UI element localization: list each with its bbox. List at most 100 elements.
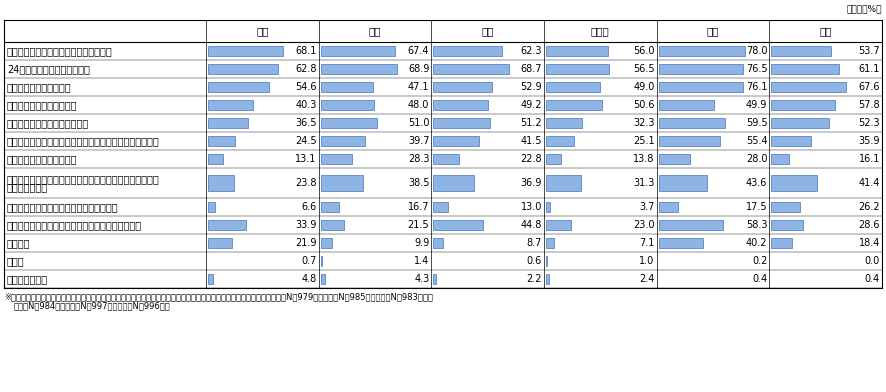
Text: 35.9: 35.9 [859,136,880,146]
Bar [546,154,562,164]
Bar [208,175,235,191]
Bar [772,202,800,212]
Bar [772,64,839,74]
Text: 2.2: 2.2 [526,274,542,284]
Bar [208,46,284,56]
Bar [321,64,397,74]
Text: 56.0: 56.0 [633,46,655,56]
Bar [658,220,723,230]
Text: 38.5: 38.5 [408,178,430,188]
Text: 6.6: 6.6 [301,202,316,212]
Text: 22.8: 22.8 [520,154,542,164]
Text: 51.2: 51.2 [520,118,542,128]
Text: 7.1: 7.1 [640,238,655,248]
Text: 26.2: 26.2 [859,202,880,212]
Bar [658,202,678,212]
Text: 32.3: 32.3 [633,118,655,128]
Text: 25.1: 25.1 [633,136,655,146]
Bar [321,238,331,248]
Bar [208,118,248,128]
Text: 78.0: 78.0 [746,46,767,56]
Text: 49.0: 49.0 [633,82,655,92]
Text: 54.6: 54.6 [295,82,316,92]
Text: 4.3: 4.3 [414,274,430,284]
Text: 0.4: 0.4 [752,274,767,284]
Text: 24.5: 24.5 [295,136,316,146]
Text: 2.4: 2.4 [640,274,655,284]
Text: 67.6: 67.6 [859,82,880,92]
Text: 53.7: 53.7 [859,46,880,56]
Text: 33.9: 33.9 [295,220,316,230]
Text: 36.5: 36.5 [295,118,316,128]
Text: 23.0: 23.0 [633,220,655,230]
Text: 16.7: 16.7 [408,202,430,212]
Bar [546,82,601,92]
Text: ショッピングサイトに掲載された商品へのレビューを参照: ショッピングサイトに掲載された商品へのレビューを参照 [7,174,159,184]
Bar [546,136,574,146]
Bar [321,118,377,128]
Bar [321,202,339,212]
Text: 36.9: 36.9 [521,178,542,188]
Text: 1.0: 1.0 [640,256,655,266]
Bar [546,238,554,248]
Bar [433,136,479,146]
Bar [658,136,720,146]
Text: 62.8: 62.8 [295,64,316,74]
Bar [546,118,582,128]
Bar [658,238,703,248]
Bar [546,100,602,110]
Bar [772,136,811,146]
Text: 23.8: 23.8 [295,178,316,188]
Text: 実店舗に行く時間を節約できる: 実店舗に行く時間を節約できる [7,118,89,128]
Text: 28.0: 28.0 [746,154,767,164]
Bar [208,220,245,230]
Bar [772,118,829,128]
Text: その他: その他 [7,256,25,266]
Text: 41.4: 41.4 [859,178,880,188]
Bar [433,154,459,164]
Bar [433,238,443,248]
Text: 21.9: 21.9 [295,238,316,248]
Bar [433,202,447,212]
Bar [321,82,373,92]
Bar [658,154,689,164]
Text: 28.3: 28.3 [408,154,430,164]
Text: 自宅に持ち帰るのが大変な重いものが手軽に買える: 自宅に持ち帰るのが大変な重いものが手軽に買える [7,220,142,230]
Bar [433,46,502,56]
Text: 13.8: 13.8 [633,154,655,164]
Text: 49.2: 49.2 [520,100,542,110]
Bar [772,238,792,248]
Bar [546,64,609,74]
Text: 28.6: 28.6 [859,220,880,230]
Bar [546,175,580,191]
Text: 58.3: 58.3 [746,220,767,230]
Text: 59.5: 59.5 [746,118,767,128]
Bar [208,64,277,74]
Bar [658,64,743,74]
Bar [433,220,483,230]
Bar [321,274,325,284]
Bar [321,256,323,266]
Text: ドイツ: ドイツ [591,26,610,36]
Bar [772,46,831,56]
Text: 62.3: 62.3 [520,46,542,56]
Bar [546,220,571,230]
Text: 61.1: 61.1 [859,64,880,74]
Bar [208,238,232,248]
Text: 41.5: 41.5 [520,136,542,146]
Bar [658,175,707,191]
Text: 40.3: 40.3 [295,100,316,110]
Text: 米国: 米国 [369,26,381,36]
Text: 0.2: 0.2 [752,256,767,266]
Text: して購入できる: して購入できる [7,182,48,192]
Text: （単位：%）: （単位：%） [846,4,882,13]
Text: 24時間いつでも買物ができる: 24時間いつでも買物ができる [7,64,89,74]
Bar [658,100,714,110]
Bar [546,256,548,266]
Bar [772,220,803,230]
Text: ※各国、全体（加重平均）の値。別設問で「ネットショッピングを利用していない」の回答者を除きサンプルとした。日本（N＝979）、米国（N＝985）、英国（N＝98: ※各国、全体（加重平均）の値。別設問で「ネットショッピングを利用していない」の回… [4,292,433,301]
Bar [208,136,235,146]
Text: 47.1: 47.1 [408,82,430,92]
Bar [208,202,215,212]
Bar [658,118,725,128]
